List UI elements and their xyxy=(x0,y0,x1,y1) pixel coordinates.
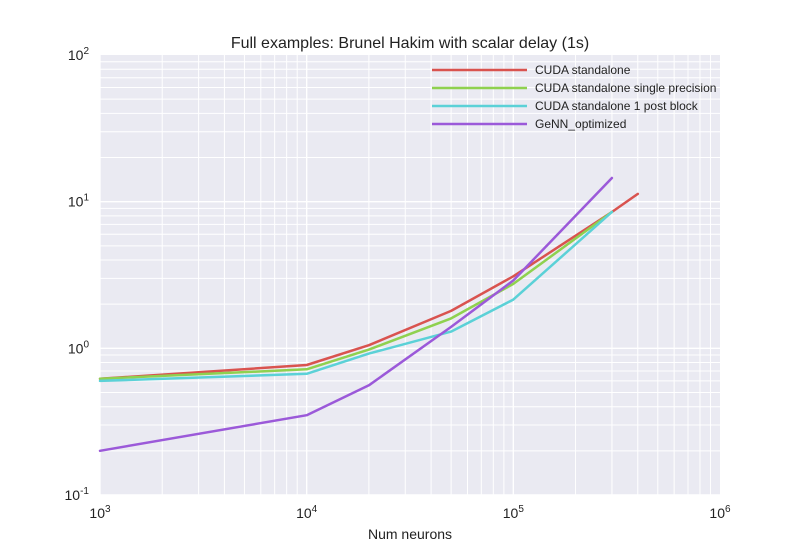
y-tick-label: 100 xyxy=(68,339,90,356)
y-tick-label: 101 xyxy=(68,193,90,210)
x-tick-label: 103 xyxy=(89,504,111,521)
series-line-cuda-standalone-1-post-block xyxy=(98,210,614,383)
series-line-genn-optimized xyxy=(98,176,614,453)
x-tick-labels: 103 104 105 106 xyxy=(89,504,731,521)
y-tick-label: 102 xyxy=(68,46,90,63)
legend: CUDA standalone CUDA standalone single pr… xyxy=(432,63,716,131)
y-tick-labels: 10-1 100 101 102 xyxy=(65,46,90,503)
plot-background xyxy=(100,55,720,495)
x-tick-label: 104 xyxy=(296,504,318,521)
legend-label: GeNN_optimized xyxy=(535,117,626,131)
legend-label: CUDA standalone single precision xyxy=(535,81,716,95)
x-tick-label: 106 xyxy=(709,504,731,521)
chart-title: Full examples: Brunel Hakim with scalar … xyxy=(231,35,589,52)
y-tick-label: 10-1 xyxy=(65,486,90,503)
legend-label: CUDA standalone xyxy=(535,63,631,77)
x-axis-label: Num neurons xyxy=(368,526,452,542)
x-tick-label: 105 xyxy=(503,504,525,521)
grid-lines xyxy=(99,55,720,496)
series-line-cuda-standalone-single-precision xyxy=(98,210,614,381)
legend-label: CUDA standalone 1 post block xyxy=(535,99,699,113)
series-lines xyxy=(98,176,640,453)
